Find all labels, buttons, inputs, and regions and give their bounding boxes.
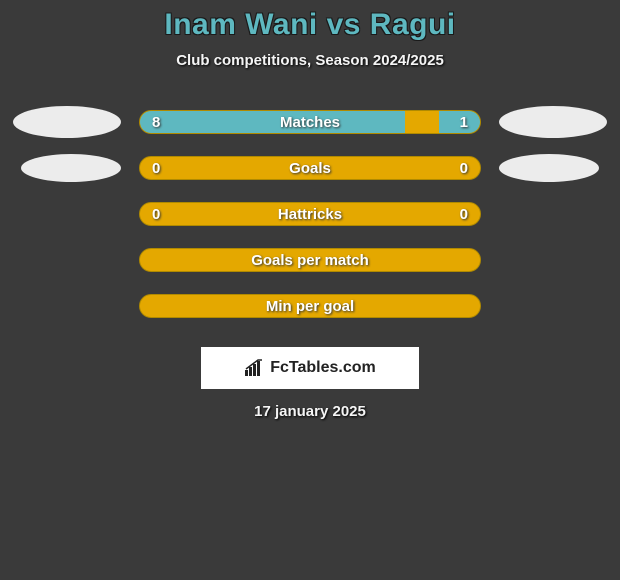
player-oval-left [13,106,121,138]
stat-label: Matches [140,114,480,131]
player-oval-left [21,154,121,182]
stat-row: 00Goals [0,145,620,191]
stat-label: Hattricks [140,206,480,223]
stat-bar: 81Matches [139,110,481,134]
chart-icon [244,359,266,377]
stat-label: Goals per match [140,252,480,269]
date-text: 17 january 2025 [0,403,620,420]
stat-row: Goals per match [0,237,620,283]
stat-bar: 00Hattricks [139,202,481,226]
stat-row: Min per goal [0,283,620,329]
stat-bar: Goals per match [139,248,481,272]
stat-row: 00Hattricks [0,191,620,237]
branding-badge: FcTables.com [201,347,419,389]
player-oval-right [499,106,607,138]
page-title: Inam Wani vs Ragui [0,8,620,42]
stat-row: 81Matches [0,99,620,145]
branding-text: FcTables.com [270,359,376,377]
page-subtitle: Club competitions, Season 2024/2025 [0,52,620,69]
stat-bar: Min per goal [139,294,481,318]
stat-label: Min per goal [140,298,480,315]
stat-label: Goals [140,160,480,177]
player-oval-right [499,154,599,182]
comparison-bars: 81Matches 00Goals 00Hattricks Goals per mat… [0,99,620,329]
stat-bar: 00Goals [139,156,481,180]
